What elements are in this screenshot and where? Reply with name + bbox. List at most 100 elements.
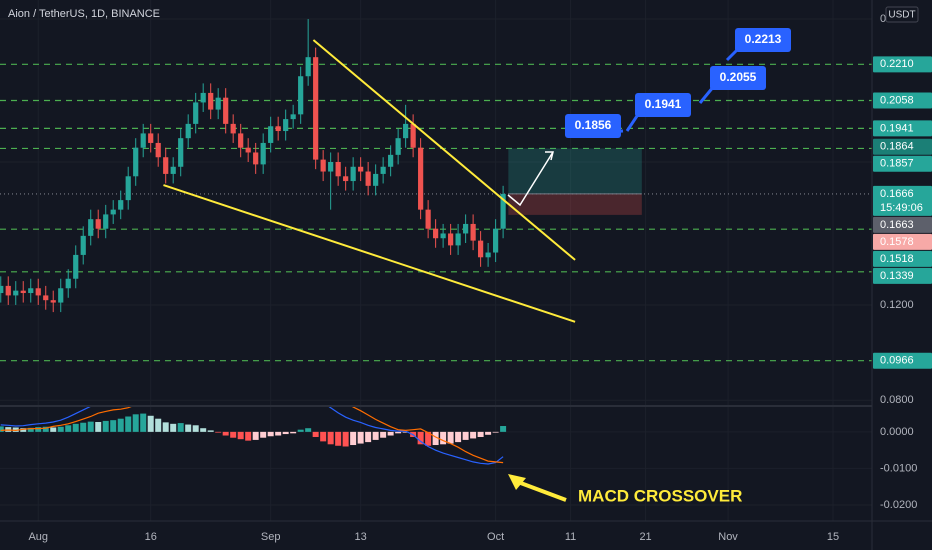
candle-body — [313, 57, 319, 160]
candle-body — [245, 147, 251, 153]
x-tick-label: Sep — [261, 531, 281, 543]
histogram-bar — [260, 431, 267, 438]
histogram-bar — [282, 431, 289, 435]
x-tick-label: 13 — [355, 531, 367, 543]
callout-label: 0.2213 — [745, 32, 782, 46]
candle-body — [125, 176, 131, 201]
currency-box[interactable] — [885, 6, 919, 23]
candle-body — [110, 209, 116, 215]
price-tag-label: 0.1857 — [880, 158, 914, 170]
signal-line — [0, 407, 504, 464]
x-tick-label: Oct — [487, 531, 504, 543]
histogram-bar — [12, 427, 19, 432]
histogram-bar — [147, 415, 154, 432]
candle-body — [140, 133, 146, 148]
x-tick-label: 16 — [145, 531, 157, 543]
histogram-bar — [297, 429, 304, 432]
price-tag — [873, 120, 932, 137]
candle-body — [485, 252, 491, 258]
candle-body — [193, 102, 199, 124]
histogram-bar — [215, 431, 222, 433]
candle-body — [185, 123, 191, 139]
histogram-bar — [125, 416, 132, 432]
histogram-bar — [477, 431, 484, 437]
candle-body — [478, 240, 484, 258]
macd-line — [0, 407, 504, 465]
histogram-bar — [485, 431, 492, 435]
y-tick-label: 0.0000 — [880, 426, 914, 438]
histogram-bar — [0, 426, 4, 432]
histogram-bar — [72, 423, 79, 432]
projection-arrow-head — [545, 151, 554, 161]
histogram-bar — [380, 431, 387, 438]
price-tag-label: 0.2210 — [880, 58, 914, 70]
candle-body — [65, 278, 71, 289]
candle-body — [433, 228, 439, 239]
projection-arrow — [507, 151, 554, 207]
annotation-arrow — [517, 480, 567, 502]
candle-body — [388, 154, 394, 167]
histogram-bar — [462, 431, 469, 440]
histogram-bar — [327, 431, 334, 445]
y-tick-label: -0.0200 — [880, 499, 917, 511]
candle-body — [43, 295, 49, 301]
candle-body — [425, 209, 431, 229]
candle-body — [20, 290, 26, 294]
macd-pane — [0, 407, 507, 465]
histogram-bar — [455, 431, 462, 443]
histogram-bar — [365, 431, 372, 443]
candle-body — [380, 166, 386, 174]
price-tag — [873, 352, 932, 369]
histogram-bar — [432, 431, 439, 446]
histogram-bar — [50, 427, 57, 432]
callout-label: 0.1856 — [575, 118, 612, 132]
callout-label: 0.2055 — [720, 70, 757, 84]
price-tag — [873, 138, 932, 155]
histogram-bar — [87, 421, 94, 432]
trendline — [163, 184, 576, 323]
candle-body — [283, 119, 289, 132]
histogram-bar — [267, 431, 274, 437]
axes: Aug16Sep13Oct1121Nov150.24000.18000.1200… — [28, 13, 932, 543]
x-tick-label: 15 — [827, 531, 839, 543]
histogram-bar — [252, 431, 259, 440]
candle-body — [5, 285, 11, 296]
histogram-bar — [425, 431, 432, 446]
price-tag-label: 0.1941 — [880, 122, 914, 134]
candle-body — [320, 159, 326, 172]
price-tag-label: 0.0966 — [880, 355, 914, 367]
candle-body — [35, 288, 41, 296]
candle-body — [88, 219, 94, 236]
histogram-bar — [140, 413, 147, 432]
candle-body — [238, 133, 244, 148]
histogram-bar — [170, 423, 177, 432]
histogram-bar — [177, 423, 184, 432]
candle-body — [73, 254, 79, 279]
candle-body — [28, 288, 34, 294]
candle-body — [230, 123, 236, 134]
x-tick-label: 11 — [565, 531, 576, 543]
candle-body — [343, 176, 349, 182]
histogram-bar — [492, 431, 499, 433]
histogram-bar — [470, 431, 477, 439]
histogram-bar — [42, 426, 49, 432]
candle-body — [373, 173, 379, 186]
histogram-bar — [20, 428, 27, 432]
candle-body — [335, 162, 341, 177]
histogram-bar — [192, 425, 199, 432]
annotation-arrow-head — [508, 474, 526, 490]
histogram-bar — [290, 431, 297, 434]
candle-body — [118, 200, 124, 210]
histogram-bar — [80, 422, 87, 432]
candle-body — [155, 142, 161, 158]
annotation: MACD CROSSOVER — [578, 486, 742, 505]
x-tick-label: Nov — [718, 531, 738, 543]
candle-body — [178, 138, 184, 167]
histogram-bar — [95, 421, 102, 432]
price-pane — [0, 19, 872, 362]
histogram-bar — [357, 431, 364, 444]
trendline — [312, 39, 576, 261]
price-tag — [873, 267, 932, 284]
candle-body — [148, 133, 154, 143]
